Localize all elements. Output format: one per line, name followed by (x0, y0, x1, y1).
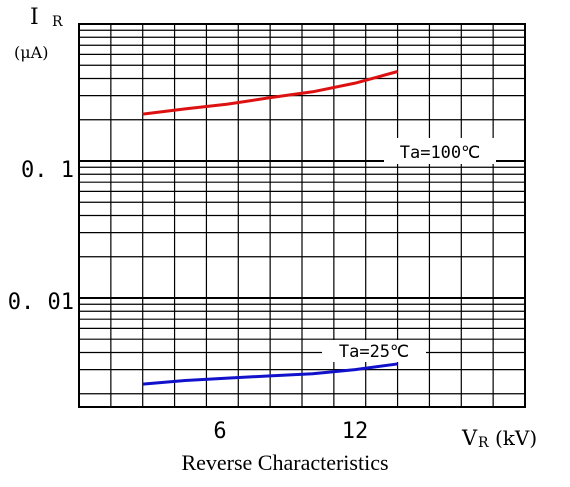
series-label-25c: Ta=25℃ (339, 342, 409, 362)
x-tick-label: 12 (342, 419, 369, 444)
plot-frame (78, 23, 526, 408)
y-axis-unit: (μA) (14, 43, 48, 62)
series-label-100c: Ta=100℃ (400, 143, 481, 163)
chart-caption: Reverse Characteristics (181, 450, 389, 475)
series-label-backdrop (384, 138, 496, 164)
x-axis-unit: (kV) (495, 426, 537, 450)
x-axis-symbol: V (461, 426, 478, 450)
x-axis-subscript: R (478, 435, 489, 451)
y-tick-label: 0. 1 (21, 158, 74, 183)
x-tick-label: 6 (213, 419, 226, 444)
y-tick-label: 0. 01 (8, 290, 74, 315)
grid (79, 24, 525, 407)
y-axis-subscript: R (52, 14, 63, 30)
series-line-0 (142, 70, 398, 116)
series-line-1 (142, 362, 398, 386)
series-layer (142, 70, 398, 386)
series-label-backdrop (322, 340, 426, 362)
y-axis-symbol: I (30, 5, 39, 30)
